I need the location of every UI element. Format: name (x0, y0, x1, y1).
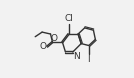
Text: O: O (39, 42, 46, 51)
Text: Cl: Cl (64, 14, 73, 23)
Text: N: N (73, 52, 80, 61)
Text: I: I (88, 55, 90, 64)
Text: O: O (51, 34, 58, 43)
